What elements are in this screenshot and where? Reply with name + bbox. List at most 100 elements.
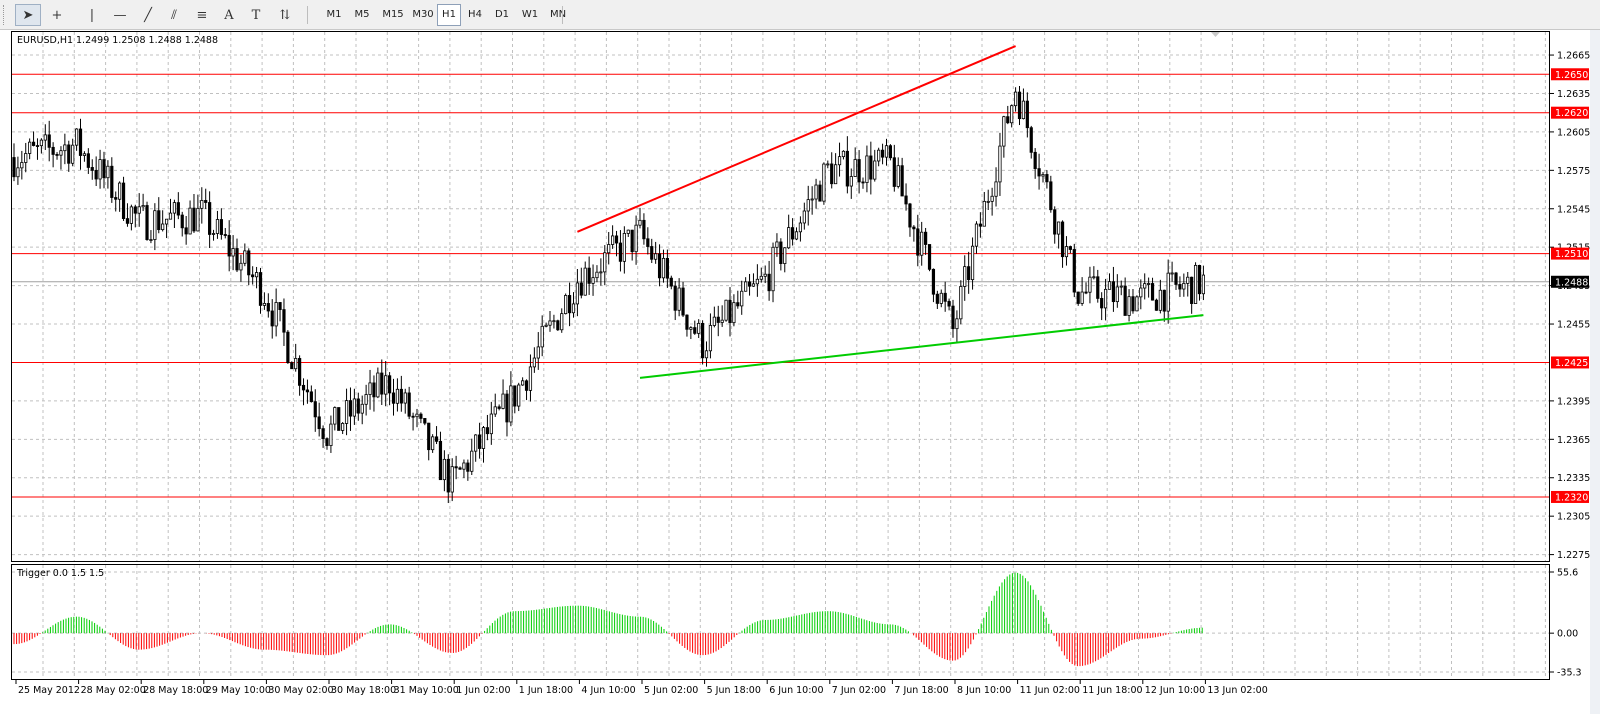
fibonacci-tool-button[interactable]: ≡ bbox=[189, 4, 215, 26]
candle-body bbox=[196, 207, 200, 232]
time-tick-label: 25 May 2012 bbox=[18, 685, 80, 696]
timeframe-m5-button[interactable]: M5 bbox=[354, 9, 370, 20]
timeframe-m1-button[interactable]: M1 bbox=[326, 9, 342, 20]
candle-body bbox=[399, 388, 403, 404]
candle-body bbox=[384, 375, 388, 395]
toolbar-grip[interactable] bbox=[3, 5, 7, 25]
candle-body bbox=[1197, 264, 1202, 295]
support-trendline[interactable] bbox=[639, 314, 1204, 379]
channel-tool-button[interactable]: ⫽ bbox=[161, 4, 187, 26]
candle-body bbox=[262, 303, 267, 306]
candle-body bbox=[153, 210, 157, 240]
candle-body bbox=[184, 227, 188, 235]
candle-body bbox=[102, 159, 106, 179]
timeframe-d1-button[interactable]: D1 bbox=[494, 9, 510, 20]
candle-body bbox=[622, 233, 626, 262]
main-pane-border bbox=[11, 31, 1550, 562]
candle-body bbox=[873, 160, 877, 180]
candle-body bbox=[200, 200, 204, 209]
candle-body bbox=[12, 157, 16, 178]
candle-body bbox=[548, 320, 552, 326]
time-tick-label: 8 Jun 10:00 bbox=[957, 685, 1011, 696]
text-icon: A bbox=[224, 7, 234, 23]
indicator-tick-label: 0.00 bbox=[1557, 629, 1578, 640]
time-tick-label: 12 Jun 10:00 bbox=[1145, 685, 1205, 696]
cursor-tool-button[interactable]: ➤ bbox=[15, 4, 41, 26]
vertical-scrollbar[interactable] bbox=[1590, 30, 1600, 714]
candle-body bbox=[701, 322, 705, 359]
timeframe-mn-button[interactable]: MN bbox=[549, 9, 567, 20]
time-tick-label: 13 Jun 02:00 bbox=[1207, 685, 1267, 696]
time-tick-label: 30 May 18:00 bbox=[331, 685, 396, 696]
candle-body bbox=[767, 273, 771, 292]
candle-body bbox=[755, 278, 759, 285]
chart-background bbox=[0, 30, 1600, 714]
candle-body bbox=[794, 231, 799, 240]
horizontal-line-tool-button[interactable]: — bbox=[107, 4, 133, 26]
candle-body bbox=[286, 331, 290, 364]
price-tick-label: 1.2395 bbox=[1557, 396, 1590, 407]
candle-body bbox=[1127, 296, 1131, 316]
candle-body bbox=[145, 205, 149, 240]
candle-body bbox=[1135, 296, 1139, 312]
candle-body bbox=[775, 241, 779, 248]
crosshair-tool-button[interactable]: + bbox=[44, 4, 70, 26]
timeframe-h4-button[interactable]: H4 bbox=[468, 9, 482, 20]
candle-body bbox=[634, 224, 638, 253]
channel-icon: ⫽ bbox=[171, 7, 177, 23]
resistance-trendline[interactable] bbox=[577, 45, 1016, 233]
candle-body bbox=[704, 350, 709, 359]
candle-body bbox=[806, 199, 810, 212]
candle-body bbox=[477, 434, 482, 449]
timeframe-m15-button[interactable]: M15 bbox=[382, 9, 404, 20]
candle-body bbox=[75, 128, 79, 146]
candle-body bbox=[114, 197, 118, 200]
text-tool-button[interactable]: A bbox=[216, 4, 242, 26]
vertical-line-tool-button[interactable]: | bbox=[79, 4, 105, 26]
candle-body bbox=[372, 382, 376, 398]
chart-window[interactable]: 1.26651.26351.26051.25751.25451.25151.24… bbox=[0, 30, 1600, 714]
candle-body bbox=[368, 382, 372, 395]
candle-body bbox=[607, 244, 611, 254]
trendlines[interactable] bbox=[577, 45, 1204, 379]
time-tick-label: 28 May 02:00 bbox=[81, 685, 146, 696]
candle-body bbox=[78, 128, 83, 156]
candle-body bbox=[677, 287, 681, 311]
candle-body bbox=[747, 281, 752, 287]
candle-body bbox=[571, 303, 576, 314]
trendline-tool-button[interactable]: ╱ bbox=[135, 4, 161, 26]
candle-body bbox=[552, 320, 556, 323]
candle-body bbox=[106, 165, 110, 179]
timeframe-h1-button[interactable]: H1 bbox=[437, 4, 461, 26]
candle-body bbox=[149, 239, 153, 241]
level-label-background bbox=[1551, 490, 1589, 503]
indicator-pane-border bbox=[11, 564, 1550, 680]
candle-body bbox=[337, 407, 341, 431]
time-tick-label: 30 May 02:00 bbox=[268, 685, 333, 696]
candle-body bbox=[1076, 291, 1080, 304]
candle-body bbox=[274, 302, 278, 327]
candle-body bbox=[1006, 116, 1010, 124]
candle-body bbox=[395, 388, 400, 404]
indicator-axis: 55.6 0.00 -35.3 bbox=[1550, 568, 1582, 679]
crosshair-icon: + bbox=[51, 7, 63, 23]
timeframe-m30-button[interactable]: M30 bbox=[412, 9, 434, 20]
candle-body bbox=[427, 422, 431, 451]
candle-body bbox=[1111, 281, 1116, 303]
candle-body bbox=[157, 210, 161, 231]
candle-body bbox=[1143, 283, 1147, 289]
candle-body bbox=[1064, 246, 1069, 258]
arrows-tool-button[interactable]: ⇅ bbox=[272, 4, 298, 26]
time-tick-label: 5 Jun 18:00 bbox=[707, 685, 761, 696]
candle-body bbox=[411, 415, 415, 418]
time-tick-label: 11 Jun 18:00 bbox=[1082, 685, 1142, 696]
text-label-tool-button[interactable]: T bbox=[243, 4, 269, 26]
candle-body bbox=[1170, 272, 1174, 275]
chart-shift-marker[interactable] bbox=[1211, 32, 1220, 37]
timeframe-w1-button[interactable]: W1 bbox=[521, 9, 539, 20]
candle-body bbox=[834, 164, 838, 185]
candle-body bbox=[1017, 91, 1022, 120]
candle-body bbox=[1139, 287, 1143, 298]
candle-body bbox=[1092, 276, 1096, 279]
candle-body bbox=[646, 238, 650, 247]
